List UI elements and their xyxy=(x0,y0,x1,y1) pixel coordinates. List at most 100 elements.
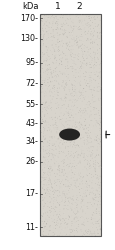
Point xyxy=(68,27,69,31)
Point xyxy=(44,134,46,138)
Point xyxy=(82,231,83,235)
Point xyxy=(48,176,50,180)
Point xyxy=(69,154,71,158)
Point xyxy=(82,75,84,79)
Point xyxy=(72,74,74,78)
Point xyxy=(78,124,79,128)
Point xyxy=(39,16,41,20)
Point xyxy=(96,183,97,187)
Point xyxy=(87,110,89,114)
Point xyxy=(46,81,48,85)
Point xyxy=(96,46,98,50)
Point xyxy=(56,38,58,42)
Point xyxy=(74,208,76,212)
Point xyxy=(91,100,93,104)
Point xyxy=(56,27,58,31)
Point xyxy=(93,234,95,238)
Point xyxy=(50,153,52,157)
Point xyxy=(81,167,83,171)
Point xyxy=(50,158,52,162)
Point xyxy=(83,124,85,128)
Point xyxy=(88,164,90,168)
Point xyxy=(50,151,52,155)
Point xyxy=(100,32,102,36)
Point xyxy=(63,95,65,99)
Point xyxy=(97,89,99,93)
Point xyxy=(64,183,66,187)
Point xyxy=(97,119,99,123)
Point xyxy=(84,229,86,233)
Point xyxy=(82,56,84,60)
Point xyxy=(64,171,66,175)
Point xyxy=(45,91,47,95)
Point xyxy=(95,226,96,230)
Point xyxy=(66,203,68,207)
Point xyxy=(71,154,73,158)
Point xyxy=(94,61,96,65)
Point xyxy=(47,33,49,37)
Point xyxy=(53,191,55,195)
Point xyxy=(73,86,75,90)
Point xyxy=(62,207,64,211)
Point xyxy=(95,120,97,124)
Point xyxy=(64,177,66,181)
Point xyxy=(42,24,44,28)
Point xyxy=(62,51,64,55)
Point xyxy=(40,175,42,179)
Point xyxy=(71,110,73,114)
Point xyxy=(83,76,85,80)
Point xyxy=(48,102,50,105)
Point xyxy=(71,219,73,223)
Point xyxy=(75,43,77,47)
Point xyxy=(71,66,72,70)
Point xyxy=(98,164,100,168)
Point xyxy=(87,25,89,29)
Point xyxy=(78,34,79,38)
Point xyxy=(93,208,95,212)
Point xyxy=(85,204,87,208)
Point xyxy=(68,176,70,180)
Point xyxy=(58,203,60,207)
Point xyxy=(99,202,101,206)
Point xyxy=(74,184,76,188)
Point xyxy=(74,37,76,41)
Point xyxy=(47,140,48,144)
Point xyxy=(48,76,50,80)
Point xyxy=(72,140,74,144)
Point xyxy=(93,53,95,57)
Point xyxy=(92,108,94,112)
Point xyxy=(39,43,41,47)
Point xyxy=(84,90,86,94)
Point xyxy=(93,30,95,34)
Point xyxy=(58,168,60,172)
Point xyxy=(48,61,49,65)
Point xyxy=(54,115,56,119)
Point xyxy=(83,22,85,26)
Point xyxy=(79,126,81,130)
Point xyxy=(93,216,95,220)
Point xyxy=(39,151,41,155)
Point xyxy=(93,79,95,83)
Point xyxy=(75,93,77,97)
Point xyxy=(53,232,55,236)
Point xyxy=(47,32,48,36)
Point xyxy=(83,44,84,48)
Point xyxy=(79,137,81,141)
Point xyxy=(45,30,47,34)
Point xyxy=(65,137,67,141)
Point xyxy=(97,97,99,101)
Point xyxy=(64,187,65,191)
Point xyxy=(48,67,50,71)
Point xyxy=(73,89,75,93)
Point xyxy=(78,153,80,157)
Point xyxy=(85,216,87,220)
Point xyxy=(97,222,99,226)
Point xyxy=(46,37,47,41)
Point xyxy=(54,200,55,203)
Point xyxy=(85,38,87,42)
Point xyxy=(99,116,101,120)
Point xyxy=(95,84,96,88)
Point xyxy=(53,157,55,161)
Point xyxy=(94,159,96,163)
Point xyxy=(49,192,51,196)
